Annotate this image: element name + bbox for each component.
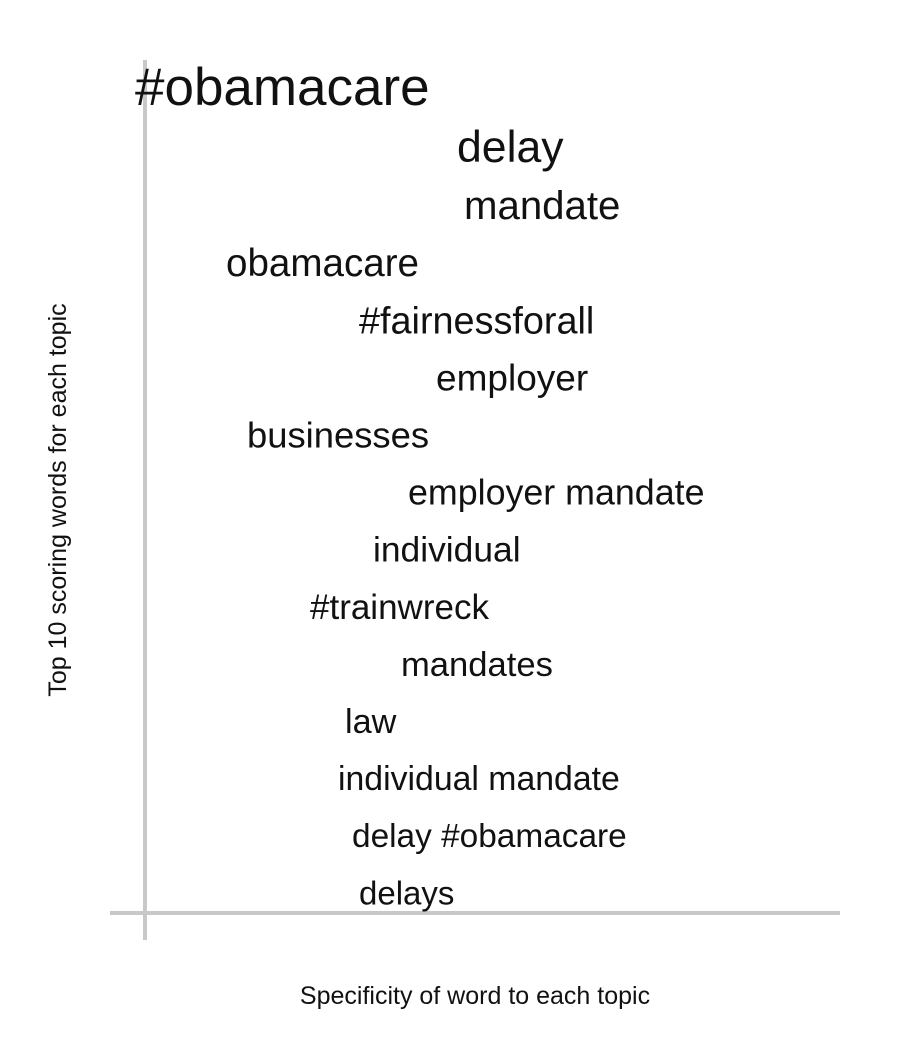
y-axis-title: Top 10 scoring words for each topic <box>44 303 72 696</box>
word-label: delay #obamacare <box>352 818 627 855</box>
word-label: mandates <box>401 646 553 684</box>
word-label: #trainwreck <box>310 588 489 627</box>
word-label: obamacare <box>226 242 419 285</box>
word-label: delays <box>359 874 454 911</box>
word-label: employer <box>436 357 588 398</box>
word-label: businesses <box>247 415 429 456</box>
word-label: delay <box>457 123 564 172</box>
word-labels: #obamacare delay mandate obamacare #fairness… <box>135 58 704 911</box>
word-label: #fairnessforall <box>359 300 594 342</box>
word-label: employer mandate <box>408 473 704 513</box>
word-label: law <box>345 703 397 741</box>
word-label: individual <box>373 530 521 570</box>
word-label: individual mandate <box>338 760 620 798</box>
x-axis-title: Specificity of word to each topic <box>300 982 650 1010</box>
word-label: mandate <box>464 183 620 228</box>
word-label: #obamacare <box>135 58 430 117</box>
